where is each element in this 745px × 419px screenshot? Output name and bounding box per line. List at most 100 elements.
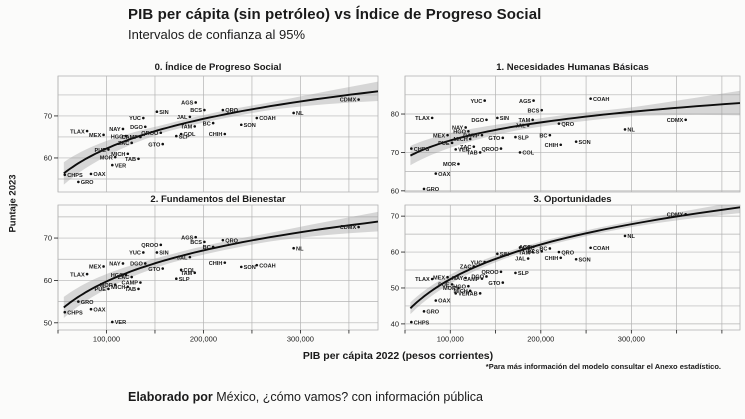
data-point-BC: [211, 121, 215, 125]
state-label-TAB: TAB: [125, 157, 136, 163]
state-label-GRO: GRO: [426, 310, 439, 316]
state-label-SON: SON: [244, 123, 256, 129]
y-tick-label: 40: [391, 319, 399, 328]
state-label-QROO: QROO: [141, 243, 159, 249]
state-label-VER: VER: [115, 320, 127, 326]
state-label-COL: COL: [184, 132, 196, 138]
data-point-JAL: [526, 124, 530, 127]
data-point-GTO: [161, 267, 165, 270]
data-point-TAB: [137, 287, 140, 291]
state-label-TAM: TAM: [519, 118, 531, 124]
state-label-BCS: BCS: [528, 108, 540, 114]
state-label-BCS: BCS: [190, 240, 202, 246]
data-point-CDMX: [357, 98, 360, 101]
y-tick-label: 60: [44, 276, 52, 285]
data-point-COL: [518, 151, 522, 154]
panel-border: [57, 204, 379, 331]
state-label-COL: COL: [522, 151, 534, 157]
data-point-MICH: [126, 285, 130, 289]
data-point-NL: [292, 111, 295, 115]
state-label-CDMX: CDMX: [667, 213, 684, 219]
data-point-NAY: [464, 126, 467, 129]
data-point-TAM: [531, 118, 534, 122]
state-label-TAM: TAM: [181, 125, 193, 131]
data-point-SON: [239, 123, 243, 127]
state-label-GTO: GTO: [488, 136, 501, 142]
y-tick-label: 70: [44, 234, 52, 243]
data-point-VER: [454, 148, 458, 151]
data-point-CAMP: [139, 281, 142, 284]
state-label-COAH: COAH: [593, 246, 609, 252]
gridlines: [57, 76, 378, 192]
data-point-CHIH: [223, 132, 227, 136]
data-point-PUE: [450, 141, 454, 145]
state-label-SON: SON: [579, 140, 591, 146]
data-point-QRO: [221, 238, 225, 242]
data-point-TAB: [478, 151, 482, 154]
state-label-GRO: GRO: [81, 180, 94, 186]
state-label-HGO: HGO: [111, 134, 124, 140]
data-point-TAM: [531, 250, 534, 254]
state-label-QRO: QRO: [561, 122, 574, 128]
data-point-CHPS: [410, 147, 413, 150]
data-point-DGO: [143, 262, 147, 265]
data-point-CHIH: [223, 261, 227, 264]
state-label-NL: NL: [627, 128, 635, 134]
data-point-QRO: [557, 250, 561, 254]
data-point-QROO: [159, 243, 163, 247]
state-label-MEX: MEX: [433, 275, 445, 281]
data-point-JAL: [188, 115, 192, 119]
state-label-CAMP: CAMP: [463, 133, 480, 139]
state-label-VER: VER: [458, 148, 470, 154]
state-label-CHPS: CHPS: [414, 320, 430, 326]
footer-credit: Elaborado por México, ¿cómo vamos? con i…: [128, 390, 483, 404]
state-label-BC: BC: [539, 133, 547, 139]
data-point-SIN: [155, 251, 159, 254]
state-label-NL: NL: [296, 111, 304, 117]
data-point-DGO: [485, 275, 488, 278]
y-tick-label: 70: [44, 112, 52, 121]
footnote: *Para más información del modelo consult…: [485, 362, 721, 371]
x-tick-label: 200,000: [190, 335, 217, 344]
data-point-CAMP: [480, 277, 484, 280]
y-axis-label: Puntaje 2023: [7, 174, 19, 233]
state-label-CHIH: CHIH: [545, 143, 559, 149]
state-label-JAL: JAL: [515, 257, 526, 263]
state-label-GTO: GTO: [488, 281, 501, 287]
state-label-MEX: MEX: [89, 133, 101, 139]
state-label-HGO: HGO: [111, 273, 124, 279]
state-label-SIN: SIN: [500, 116, 509, 122]
data-point-YUC: [142, 116, 145, 120]
footer-credit-bold: Elaborado por: [128, 390, 213, 404]
data-point-SIN: [496, 252, 499, 256]
state-label-COL: COL: [522, 246, 534, 252]
x-tick-label: 300,000: [618, 335, 645, 344]
state-label-CDMX: CDMX: [667, 118, 684, 124]
state-label-CHPS: CHPS: [414, 147, 430, 153]
state-label-CHPS: CHPS: [67, 310, 83, 316]
data-point-MICH: [468, 289, 472, 293]
state-label-BC: BC: [539, 247, 547, 253]
state-label-CAMP: CAMP: [122, 135, 139, 141]
data-point-TLAX: [85, 272, 89, 276]
data-point-PUE: [107, 287, 110, 291]
data-point-COL: [179, 132, 183, 136]
panel-border: [57, 75, 379, 193]
state-label-QRO: QRO: [225, 238, 238, 244]
data-point-MEX: [102, 133, 105, 137]
data-point-COAH: [589, 97, 592, 100]
state-label-MEX: MEX: [433, 133, 445, 139]
state-label-NL: NL: [296, 246, 304, 252]
gridlines: [57, 205, 378, 330]
state-label-MOR: MOR: [443, 162, 456, 168]
state-label-CHIH: CHIH: [209, 132, 223, 138]
data-point-MOR: [457, 162, 460, 166]
data-point-QRO: [221, 108, 225, 112]
x-tick-label: 100,000: [93, 335, 120, 344]
state-label-MICH: MICH: [111, 285, 125, 291]
state-label-HGO: HGO: [453, 284, 466, 290]
data-point-QROO: [499, 270, 503, 274]
state-label-ZAC: ZAC: [460, 145, 472, 151]
data-point-SLP: [514, 271, 517, 275]
data-point-OAX: [89, 172, 93, 176]
